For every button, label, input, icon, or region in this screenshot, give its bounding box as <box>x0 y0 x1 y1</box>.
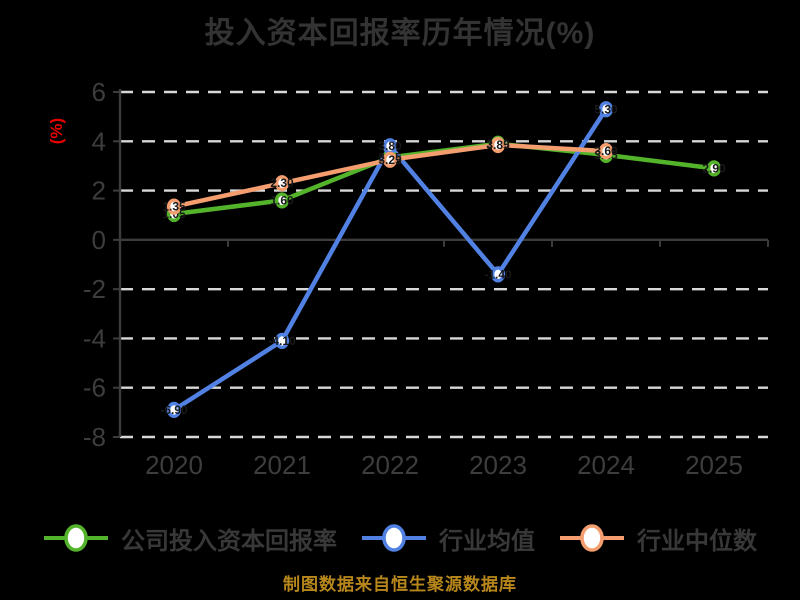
x-tick-label: 2023 <box>469 450 527 480</box>
legend-line-marker-icon <box>44 524 108 552</box>
data-point-label: 2.90 <box>702 161 726 175</box>
chart-title: 投入资本回报率历年情况(%) <box>204 17 596 50</box>
data-point-marker <box>274 192 290 209</box>
y-tick-label: -4 <box>83 323 106 353</box>
x-tick-label: 2021 <box>253 450 311 480</box>
legend-item-2: 行业中位数 <box>559 521 757 556</box>
legend-label-0: 公司投入资本回报率 <box>121 527 337 555</box>
legend-label-2: 行业中位数 <box>637 527 757 555</box>
data-point-marker <box>166 401 182 418</box>
data-point-label: 3.60 <box>594 144 618 158</box>
data-point-label: 2.30 <box>270 176 294 190</box>
y-tick-label: -8 <box>83 422 106 452</box>
data-point-marker <box>598 101 614 118</box>
data-point-marker <box>274 175 290 192</box>
data-point-marker <box>382 151 398 168</box>
legend-item-0: 公司投入资本回报率 <box>43 521 337 556</box>
x-tick-label: 2022 <box>361 450 419 480</box>
data-point-label: 1.60 <box>270 193 294 207</box>
legend-item-1: 行业均值 <box>361 521 535 556</box>
y-tick-label: 6 <box>92 77 106 107</box>
y-tick-label: 4 <box>92 126 106 156</box>
y-tick-label: -6 <box>83 373 106 403</box>
legend-line-marker-icon <box>362 524 426 552</box>
x-tick-label: 2024 <box>577 450 635 480</box>
data-point-label: 5.30 <box>594 102 618 116</box>
x-tick-label: 2020 <box>145 450 203 480</box>
data-point-marker <box>490 266 506 283</box>
legend-line-marker-icon <box>560 524 624 552</box>
data-point-marker <box>598 143 614 160</box>
footer-note: 制图数据来自恒生聚源数据库 <box>283 575 517 594</box>
data-point-label: 3.25 <box>378 153 402 167</box>
plot-area: 6420-2-4-6-82020202120222023202420251.05… <box>83 77 769 480</box>
legend-label-1: 行业均值 <box>439 527 535 555</box>
data-point-label: 1.35 <box>162 200 186 214</box>
data-point-label: -4.10 <box>268 334 296 348</box>
data-point-marker <box>274 332 290 349</box>
data-point-label: 3.85 <box>486 138 510 152</box>
data-point-label: -6.90 <box>160 403 188 417</box>
data-point-marker <box>490 136 506 154</box>
data-point-marker <box>706 160 722 177</box>
y-tick-label: 2 <box>92 176 106 206</box>
legend: 公司投入资本回报率 行业均值 行业中位数 <box>0 514 800 562</box>
y-tick-label: 0 <box>92 225 106 255</box>
x-tick-label: 2025 <box>685 450 743 480</box>
data-point-marker <box>166 198 182 215</box>
data-point-label: 3.80 <box>378 139 402 153</box>
y-tick-label: -2 <box>83 274 106 304</box>
gridlines: 6 4 2 0 -2 -4 -6 -8 <box>83 77 768 452</box>
data-point-label: -1.40 <box>484 267 512 281</box>
